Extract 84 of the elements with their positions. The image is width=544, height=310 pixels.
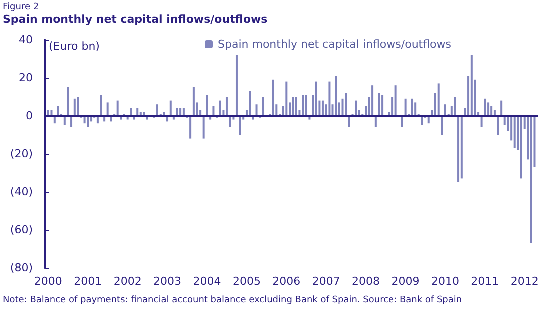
bar [394,86,397,116]
bar [226,97,228,116]
bar [438,84,440,116]
bar [378,93,380,116]
bar [488,102,490,116]
bar [328,82,331,116]
bar [262,97,264,116]
x-tick-label: 2012 [510,275,539,288]
bar [87,116,90,128]
bar [530,116,532,244]
bar [236,55,238,116]
bar [286,82,288,116]
y-tick-label: (80) [10,262,33,274]
bar [74,98,76,116]
bar [480,116,483,128]
y-axis-title: (Euro bn) [49,40,100,53]
y-tick-label: (20) [10,148,33,160]
bar [229,116,232,128]
bar [382,95,384,116]
x-tick-label: 2007 [312,275,340,288]
bar [322,100,324,116]
bar [106,102,109,116]
bar [116,100,119,116]
bar [192,88,195,116]
x-tick-label: 2006 [272,275,301,288]
bar [302,95,304,116]
bar [460,116,463,179]
bar [401,116,404,128]
bar [374,116,377,128]
bar [520,116,522,179]
chart-title: Spain monthly net capital inflows/outflows [3,13,268,26]
x-tick-label: 2011 [471,275,500,288]
x-tick-label: 2003 [154,275,182,288]
y-tick-label: (40) [10,186,33,198]
bar [454,97,456,116]
bar [500,100,503,116]
bar [219,100,222,116]
bar [202,116,205,139]
bar [335,76,338,116]
x-tick-label: 2009 [392,275,420,288]
bar [470,55,473,116]
bar [355,100,358,116]
y-tick-label: 20 [19,72,33,84]
bar [70,116,73,128]
bar [372,86,374,116]
bar [348,116,350,128]
legend-label: Spain monthly net capital inflows/outflows [218,38,452,51]
bar [315,82,318,116]
bar [441,116,444,135]
bar [67,88,70,116]
chart-subtitle: Figure 2 [3,2,40,12]
bar [206,95,208,116]
x-tick-label: 2004 [193,275,222,288]
bar [411,98,414,116]
x-tick-label: 2010 [431,275,460,288]
bar [458,116,460,182]
bar [190,116,192,139]
bar [514,116,516,148]
bar [497,116,500,135]
bar [295,97,298,116]
x-tick-label: 2001 [74,275,102,288]
bar [305,95,308,116]
bar [170,100,172,116]
bar [239,116,242,135]
bar [77,97,80,116]
bar [100,95,102,116]
bar [249,91,252,116]
x-tick-label: 2000 [34,275,62,288]
bar [156,104,159,116]
x-tick-label: 2005 [232,275,261,288]
bar [256,104,258,116]
bar [272,80,274,116]
bar [484,98,486,116]
bar [345,93,348,116]
text: Note: Balance of payments: financial account balance excluding Bank of Spain. Source: Bank of Spain [3,296,462,306]
y-tick-label: 40 [19,34,33,46]
bar [404,98,407,116]
y-tick-label: 0 [26,110,33,122]
y-tick-label: (60) [10,224,33,236]
bar [444,104,446,116]
x-tick-label: 2002 [114,275,142,288]
bar [414,102,417,116]
x-tick-label: 2008 [352,275,380,288]
bar [292,97,294,116]
